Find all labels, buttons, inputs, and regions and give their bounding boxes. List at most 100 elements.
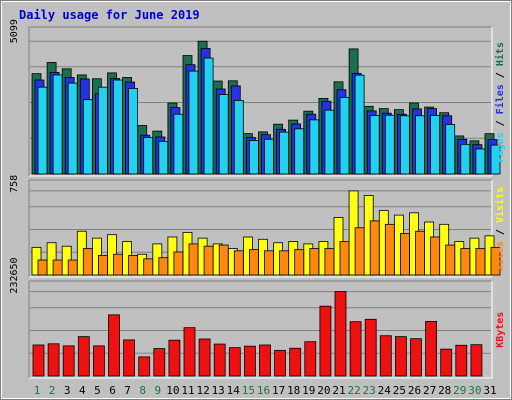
legend-entry: Files bbox=[494, 84, 506, 114]
bar-pages-day-18 bbox=[294, 128, 305, 175]
bar-kbytes-day-30 bbox=[470, 344, 483, 377]
bar-sites-day-2 bbox=[52, 259, 63, 276]
bar-pages-day-5 bbox=[98, 86, 108, 175]
bar-kbytes-day-24 bbox=[379, 335, 392, 377]
x-tick-label: 25 bbox=[393, 384, 406, 397]
bar-sites-day-15 bbox=[248, 249, 259, 276]
x-tick-label: 9 bbox=[154, 384, 161, 397]
bar-sites-day-5 bbox=[98, 255, 108, 276]
bar-pages-day-10 bbox=[173, 113, 184, 175]
bar-visits-day-2 bbox=[46, 242, 57, 276]
max-value-label: 758 bbox=[9, 175, 20, 193]
bar-kbytes-day-15 bbox=[243, 345, 256, 377]
bar-pages-day-1 bbox=[37, 86, 48, 175]
bar-pages-day-22 bbox=[354, 74, 365, 175]
bar-sites-day-1 bbox=[37, 259, 48, 276]
bar-sites-day-13 bbox=[218, 244, 229, 276]
bar-kbytes-day-14 bbox=[228, 347, 241, 377]
bar-kbytes-day-16 bbox=[259, 344, 271, 377]
bar-sites-day-31 bbox=[490, 246, 501, 276]
bar-sites-day-26 bbox=[415, 230, 425, 276]
x-tick-label: 21 bbox=[332, 384, 345, 397]
panel-legend: Pages / Files / Hits bbox=[494, 42, 506, 162]
x-tick-label: 27 bbox=[423, 384, 436, 397]
bar-sites-day-6 bbox=[113, 253, 123, 276]
bar-pages-day-9 bbox=[158, 140, 169, 175]
bar-kbytes-day-21 bbox=[334, 291, 347, 377]
bar-pages-day-4 bbox=[82, 99, 93, 175]
chart-panels: 5099 Pages / Files / Hits 758 Sites / Visit… bbox=[9, 19, 506, 379]
bar-kbytes-day-10 bbox=[168, 339, 181, 377]
bar-sites-day-19 bbox=[309, 248, 320, 276]
x-tick-label: 28 bbox=[438, 384, 451, 397]
x-axis: 1 2 3 4 5 6 7 8 9 10 11 12 13 14 15 16 17 18 19 20 21 22 23 24 2… bbox=[34, 384, 497, 397]
x-tick-label: 23 bbox=[363, 384, 376, 397]
bar-sites-day-18 bbox=[294, 249, 305, 276]
bar-kbytes-day-13 bbox=[213, 343, 226, 377]
panel-legend: Sites / Visits bbox=[494, 187, 506, 271]
panel-legend: KBytes bbox=[495, 312, 506, 348]
bar-kbytes-day-9 bbox=[153, 348, 166, 377]
bar-sites-day-7 bbox=[128, 255, 139, 276]
bar-pages-day-24 bbox=[384, 114, 395, 175]
legend-entry: Sites bbox=[494, 241, 506, 271]
bar-sites-day-24 bbox=[384, 223, 395, 276]
max-value-label: 5099 bbox=[9, 19, 20, 43]
x-tick-label: 22 bbox=[347, 384, 360, 397]
bar-pages-day-21 bbox=[339, 96, 350, 175]
bar-pages-day-11 bbox=[188, 70, 199, 175]
bar-pages-day-20 bbox=[324, 109, 335, 175]
bar-kbytes-day-27 bbox=[425, 320, 438, 377]
panel-hits: 5099 Pages / Files / Hits bbox=[9, 19, 506, 177]
bar-pages-day-15 bbox=[248, 140, 259, 175]
bar-pages-day-23 bbox=[369, 115, 380, 175]
x-tick-label: 30 bbox=[468, 384, 481, 397]
series-visits bbox=[31, 190, 495, 276]
bar-kbytes-day-11 bbox=[183, 327, 196, 377]
bar-sites-day-11 bbox=[188, 243, 199, 276]
x-tick-label: 16 bbox=[257, 384, 270, 397]
bar-kbytes-day-25 bbox=[394, 336, 407, 377]
max-value-label: 232650 bbox=[9, 257, 20, 293]
bar-sites-day-28 bbox=[445, 244, 456, 276]
x-tick-label: 26 bbox=[408, 384, 421, 397]
bar-pages-day-17 bbox=[279, 131, 290, 175]
bar-sites-day-14 bbox=[233, 250, 244, 276]
bar-pages-day-3 bbox=[67, 82, 78, 175]
x-tick-label: 20 bbox=[317, 384, 330, 397]
bar-pages-day-30 bbox=[475, 148, 486, 175]
bar-kbytes-day-20 bbox=[319, 305, 332, 377]
bar-sites-day-3 bbox=[67, 259, 78, 276]
series-pages bbox=[37, 57, 501, 175]
bar-sites-day-27 bbox=[430, 236, 441, 276]
bar-pages-day-25 bbox=[399, 115, 410, 175]
bar-kbytes-day-23 bbox=[364, 318, 377, 377]
bar-pages-day-27 bbox=[430, 115, 441, 175]
x-tick-label: 24 bbox=[378, 384, 392, 397]
bar-pages-day-28 bbox=[445, 124, 456, 175]
bar-pages-day-14 bbox=[233, 100, 244, 175]
bar-pages-day-2 bbox=[52, 74, 63, 175]
x-tick-label: 1 bbox=[34, 384, 41, 397]
legend-entry: / bbox=[495, 114, 506, 132]
x-tick-label: 19 bbox=[302, 384, 315, 397]
bar-pages-day-26 bbox=[415, 115, 425, 175]
bar-kbytes-day-29 bbox=[455, 344, 468, 377]
panel-visits: 758 Sites / Visits bbox=[9, 175, 506, 278]
bar-sites-day-10 bbox=[173, 251, 184, 276]
bar-sites-day-29 bbox=[460, 248, 471, 276]
legend-entry: Pages bbox=[495, 132, 506, 162]
bar-kbytes-day-28 bbox=[440, 348, 453, 377]
x-tick-label: 17 bbox=[272, 384, 285, 397]
bar-kbytes-day-4 bbox=[77, 336, 90, 377]
bar-kbytes-day-26 bbox=[410, 338, 422, 377]
bar-pages-day-16 bbox=[264, 138, 274, 175]
bar-kbytes-day-7 bbox=[123, 339, 135, 377]
bar-sites-day-20 bbox=[324, 248, 335, 276]
x-tick-label: 15 bbox=[242, 384, 255, 397]
legend-entry: Visits bbox=[494, 187, 506, 223]
legend-entry: / bbox=[495, 223, 506, 241]
x-tick-label: 18 bbox=[287, 384, 300, 397]
bar-kbytes-day-8 bbox=[138, 356, 151, 377]
